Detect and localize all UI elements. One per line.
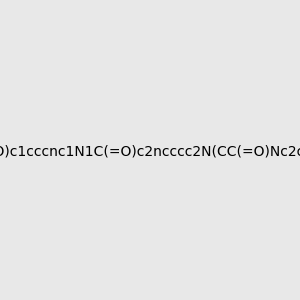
Text: COC(=O)c1cccnc1N1C(=O)c2ncccc2N(CC(=O)Nc2cccc(C(F): COC(=O)c1cccnc1N1C(=O)c2ncccc2N(CC(=O)Nc… — [0, 145, 300, 158]
